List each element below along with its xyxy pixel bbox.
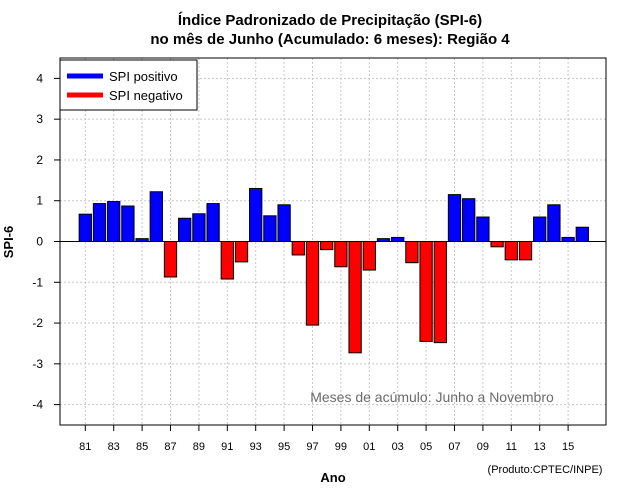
- bar-1997: [305, 241, 320, 326]
- y-tick-label: 2: [36, 153, 43, 167]
- y-tick-label: -3: [32, 357, 43, 371]
- bar-1990: [206, 203, 220, 242]
- credit-text: (Produto:CPTEC/INPE): [488, 464, 603, 476]
- grid: [60, 58, 606, 425]
- x-tick-label: 99: [335, 441, 347, 453]
- y-tick-label: 4: [36, 71, 43, 85]
- bar-1982: [92, 203, 107, 242]
- x-tick-label: 87: [164, 441, 176, 453]
- bar-2006: [433, 241, 447, 344]
- bar-2016: [575, 226, 589, 242]
- bar-1984: [121, 205, 135, 243]
- bar-2015: [561, 236, 575, 242]
- x-tick-label: 89: [193, 441, 205, 453]
- bar-1996: [291, 241, 305, 256]
- x-tick-label: 91: [221, 441, 233, 453]
- x-tick-label: 85: [136, 441, 148, 453]
- chart-title: Índice Padronizado de Precipitação (SPI-…: [178, 12, 482, 29]
- bar-1991: [220, 241, 234, 280]
- bar-2004: [405, 241, 419, 264]
- legend: SPI positivo SPI negativo: [59, 59, 198, 111]
- legend-box: [59, 59, 198, 111]
- bar-2013: [533, 216, 547, 242]
- bar-1988: [178, 217, 192, 242]
- legend-label-negative: SPI negativo: [109, 88, 183, 103]
- x-tick-label: 03: [392, 441, 404, 453]
- bar-1981: [78, 213, 92, 242]
- accumulation-note: Meses de acúmulo: Junho a Novembro: [310, 389, 554, 405]
- bar-2003: [391, 236, 405, 242]
- bar-1983: [107, 201, 121, 242]
- bar-2005: [419, 241, 433, 342]
- bar-1998: [320, 241, 334, 251]
- y-tick-label: -4: [32, 398, 43, 412]
- bar-2009: [476, 216, 490, 242]
- y-tick-label: 3: [36, 112, 43, 126]
- y-tick-label: -1: [32, 275, 43, 289]
- bars: [78, 187, 589, 354]
- y-tick-label: 0: [36, 235, 43, 249]
- x-tick-label: 83: [108, 441, 120, 453]
- bar-2001: [362, 241, 376, 271]
- bar-1999: [334, 241, 348, 268]
- bar-1986: [149, 191, 163, 242]
- x-tick-label: 07: [448, 441, 460, 453]
- bar-1992: [234, 241, 249, 263]
- x-tick-label: 95: [278, 441, 290, 453]
- bar-1989: [192, 213, 206, 243]
- x-tick-label: 09: [477, 441, 489, 453]
- bar-2011: [504, 241, 518, 261]
- bar-2008: [462, 198, 476, 242]
- bar-1987: [163, 241, 178, 278]
- chart-subtitle: no mês de Junho (Acumulado: 6 meses): Re…: [150, 31, 510, 48]
- bar-2007: [447, 194, 462, 242]
- bar-2010: [490, 241, 504, 248]
- bar-1994: [263, 215, 277, 242]
- bar-2014: [547, 204, 561, 243]
- y-axis-label: SPI-6: [1, 226, 16, 259]
- legend-label-positive: SPI positivo: [109, 69, 178, 84]
- x-tick-label: 05: [420, 441, 432, 453]
- bar-2012: [518, 241, 533, 261]
- bar-2000: [348, 241, 362, 354]
- x-tick-label: 93: [250, 441, 262, 453]
- y-tick-label: -2: [32, 316, 43, 330]
- bar-1995: [277, 204, 291, 243]
- y-tick-label: 1: [36, 194, 43, 208]
- x-tick-label: 97: [306, 441, 318, 453]
- x-tick-label: 11: [506, 441, 517, 453]
- x-tick-label: 13: [534, 441, 546, 453]
- x-tick-label: 81: [79, 441, 91, 453]
- x-tick-label: 15: [562, 441, 574, 453]
- x-tick-label: 01: [363, 441, 375, 453]
- x-axis-label: Ano: [320, 470, 345, 485]
- bar-1993: [249, 187, 263, 243]
